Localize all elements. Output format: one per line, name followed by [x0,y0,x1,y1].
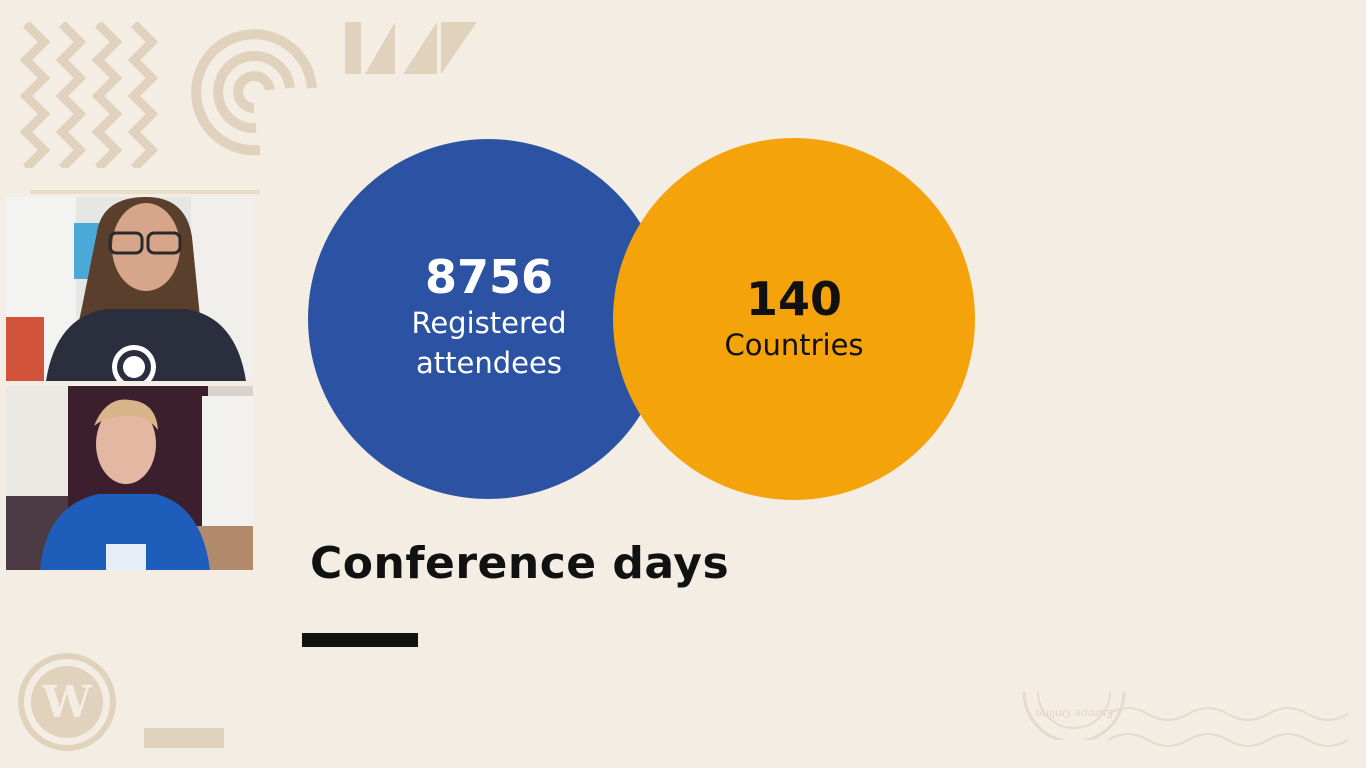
svg-text:W: W [41,677,92,728]
attendees-label-line1: Registered [411,305,567,340]
countries-label: Countries [724,327,864,362]
attendees-circle [308,139,668,499]
countries-circle [613,138,975,500]
countries-stat: 140 Countries [674,274,914,365]
zigzag-decoration-icon [20,22,159,168]
heading-underline [302,633,418,647]
wavy-lines-decoration-icon [1108,707,1348,747]
bottom-tag-decoration [144,728,224,748]
attendees-count: 8756 [424,250,554,304]
participant-video-1[interactable] [6,197,253,381]
attendees-stat: 8756 Registered attendees [369,252,609,383]
participant-video-2[interactable] [6,386,253,570]
attendees-label-line2: attendees [416,345,562,380]
event-seal-icon: Europe Online [1022,692,1126,740]
concentric-arcs-decoration-icon [191,29,317,156]
participant-video-icon [6,197,253,381]
countries-count: 140 [745,272,843,326]
participant-video-icon [6,386,253,570]
triangles-decoration-icon [345,22,477,74]
watermark-text: Europe Online [1035,707,1113,720]
wordpress-logo-icon: W [18,653,116,751]
divider-decoration [30,190,260,194]
page-title: Conference days [310,538,730,589]
